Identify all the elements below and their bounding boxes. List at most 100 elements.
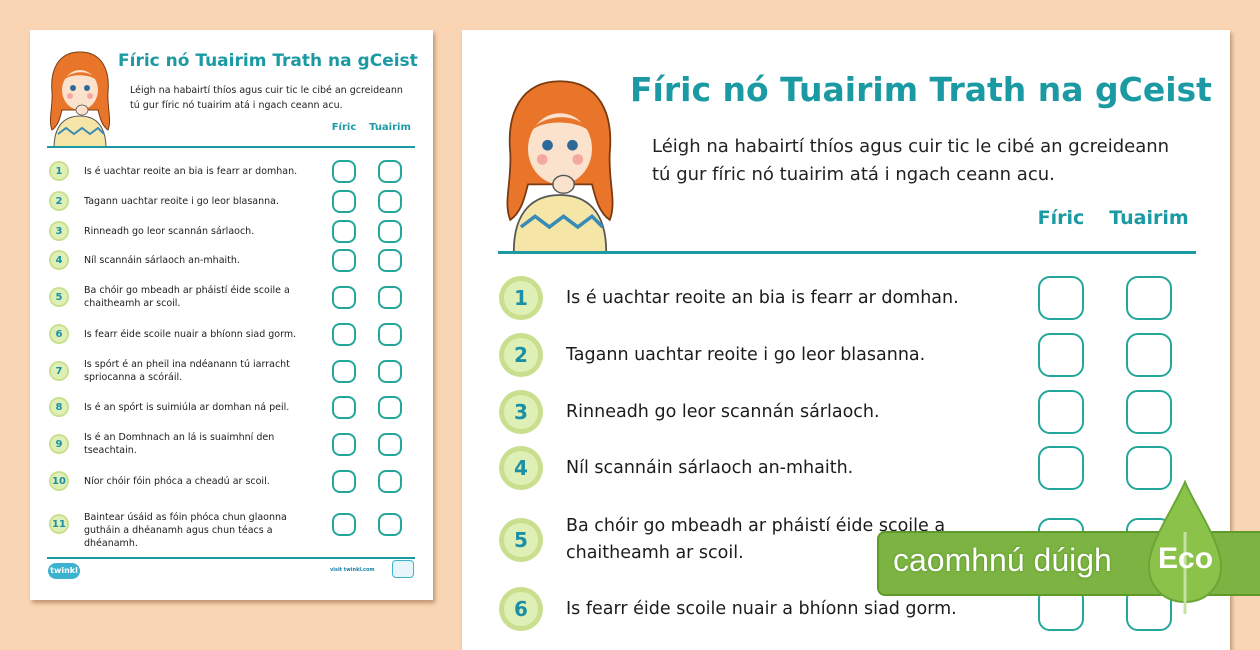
question-text: Tagann uachtar reoite i go leor blasanna…: [566, 344, 926, 365]
girl-illustration: [506, 80, 614, 253]
checkbox-fact[interactable]: [332, 219, 356, 243]
intro-line: Léigh na habairtí thíos agus cuir tic le…: [130, 85, 403, 96]
question-number: 7: [55, 365, 63, 377]
question-text: Ba chóir go mbeadh ar pháistí éide scoil…: [84, 285, 290, 309]
checkbox-fact[interactable]: [332, 395, 356, 419]
question-number-badge: 7: [49, 361, 69, 381]
question-number: 3: [514, 400, 528, 424]
girl-illustration: [49, 51, 111, 148]
checkbox-opinion[interactable]: [378, 469, 402, 493]
checkbox-fact[interactable]: [332, 432, 356, 456]
question-text: Is é an spórt is suimiúla ar domhan ná p…: [84, 401, 290, 413]
question-text: Rinneadh go leor scannán sárlaoch.: [566, 401, 880, 422]
question-text: Is é an Domhnach an lá is suaimhní den t…: [84, 432, 275, 456]
question-number: 2: [55, 195, 63, 207]
checkbox-fact[interactable]: [332, 159, 356, 183]
checkbox-opinion[interactable]: [378, 322, 402, 346]
question-text: Níl scannáin sárlaoch an-mhaith.: [566, 457, 854, 478]
worksheet-thumbnail[interactable]: Fíric nó Tuairim Trath na gCeist Léigh n…: [30, 30, 433, 600]
question-number: 5: [55, 291, 63, 303]
question-text: Rinneadh go leor scannán sárlaoch.: [84, 225, 255, 237]
checkbox-fact[interactable]: [332, 512, 356, 536]
question-text: Baintear úsáid as fóin phóca chun glaonn…: [84, 512, 287, 549]
question-number-badge: 1: [49, 161, 69, 181]
intro-line: tú gur fíric nó tuairim atá i ngach cean…: [652, 164, 1055, 185]
checkbox-fact[interactable]: [1038, 390, 1084, 434]
question-number-badge: 3: [49, 221, 69, 241]
checkbox-opinion[interactable]: [378, 189, 402, 213]
question-number-badge: 11: [49, 514, 69, 534]
checkbox-fact[interactable]: [332, 359, 356, 383]
question-number: 4: [55, 254, 63, 266]
eco-leaf-icon: [1147, 480, 1223, 614]
worksheet-title: Fíric nó Tuairim Trath na gCeist: [118, 51, 418, 71]
checkbox-opinion[interactable]: [378, 219, 402, 243]
question-number: 2: [514, 343, 528, 367]
checkbox-opinion[interactable]: [1126, 276, 1172, 320]
question-text: Tagann uachtar reoite i go leor blasanna…: [84, 195, 279, 207]
question-number-badge: 3: [499, 390, 543, 434]
question-number-badge: 5: [499, 518, 543, 562]
question-number-badge: 2: [499, 333, 543, 377]
checkbox-fact[interactable]: [1038, 276, 1084, 320]
question-number: 1: [55, 165, 63, 177]
intro-line: tú gur fíric nó tuairim atá i ngach cean…: [130, 100, 343, 111]
checkbox-opinion[interactable]: [1126, 390, 1172, 434]
question-text: Níor chóir fóin phóca a cheadú ar scoil.: [84, 475, 270, 487]
checkbox-opinion[interactable]: [378, 395, 402, 419]
question-number: 10: [52, 475, 66, 487]
question-number-badge: 1: [499, 276, 543, 320]
checkbox-fact[interactable]: [332, 322, 356, 346]
checkbox-opinion[interactable]: [378, 248, 402, 272]
worksheet-preview[interactable]: Fíric nó Tuairim Trath na gCeist Léigh n…: [462, 30, 1230, 650]
footer-divider: [47, 557, 415, 559]
footer-link[interactable]: visit twinkl.com: [330, 567, 375, 573]
checkbox-fact[interactable]: [332, 469, 356, 493]
column-header-opinion: Tuairim: [1109, 207, 1189, 229]
question-text: Is é uachtar reoite an bia is fearr ar d…: [84, 165, 298, 177]
question-text: Is fearr éide scoile nuair a bhíonn siad…: [566, 598, 957, 619]
question-number-badge: 4: [49, 250, 69, 270]
question-number: 5: [514, 528, 528, 552]
question-text: Is spórt é an pheil ina ndéanann tú iarr…: [84, 359, 290, 383]
checkbox-fact[interactable]: [1038, 333, 1084, 377]
question-text: Is é uachtar reoite an bia is fearr ar d…: [566, 287, 959, 308]
question-number-badge: 9: [49, 434, 69, 454]
question-number-badge: 2: [49, 191, 69, 211]
header-divider: [498, 251, 1196, 254]
checkbox-opinion[interactable]: [1126, 333, 1172, 377]
column-header-opinion: Tuairim: [369, 122, 411, 133]
checkbox-opinion[interactable]: [378, 159, 402, 183]
checkbox-fact[interactable]: [332, 285, 356, 309]
worksheet-title: Fíric nó Tuairim Trath na gCeist: [630, 70, 1212, 109]
question-number-badge: 10: [49, 471, 69, 491]
checkbox-opinion[interactable]: [378, 432, 402, 456]
eco-badge-label: Eco: [1158, 542, 1214, 575]
checkbox-fact[interactable]: [332, 189, 356, 213]
twinkl-logo: twinkl: [48, 563, 80, 579]
quality-badge-icon: [392, 560, 414, 578]
question-number: 1: [514, 286, 528, 310]
intro-line: Léigh na habairtí thíos agus cuir tic le…: [652, 136, 1170, 157]
question-number-badge: 5: [49, 287, 69, 307]
question-number: 8: [55, 401, 63, 413]
worksheet-intro: Léigh na habairtí thíos agus cuir tic le…: [130, 83, 403, 113]
question-number: 9: [55, 438, 63, 450]
question-text: Níl scannáin sárlaoch an-mhaith.: [84, 254, 240, 266]
checkbox-opinion[interactable]: [1126, 446, 1172, 490]
column-header-fact: Fíric: [331, 122, 357, 133]
checkbox-fact[interactable]: [332, 248, 356, 272]
checkbox-opinion[interactable]: [378, 512, 402, 536]
eco-banner-label: caomhnú dúigh: [893, 542, 1112, 578]
worksheet-intro: Léigh na habairtí thíos agus cuir tic le…: [652, 133, 1169, 189]
checkbox-opinion[interactable]: [378, 285, 402, 309]
question-number-badge: 6: [499, 587, 543, 631]
question-number: 6: [55, 328, 63, 340]
checkbox-opinion[interactable]: [378, 359, 402, 383]
question-text: Ba chóir go mbeadh ar pháistí éide scoil…: [566, 516, 946, 563]
column-header-fact: Fíric: [1037, 207, 1085, 229]
question-number: 11: [52, 518, 66, 530]
question-number-badge: 6: [49, 324, 69, 344]
checkbox-fact[interactable]: [1038, 446, 1084, 490]
question-number: 4: [514, 456, 528, 480]
